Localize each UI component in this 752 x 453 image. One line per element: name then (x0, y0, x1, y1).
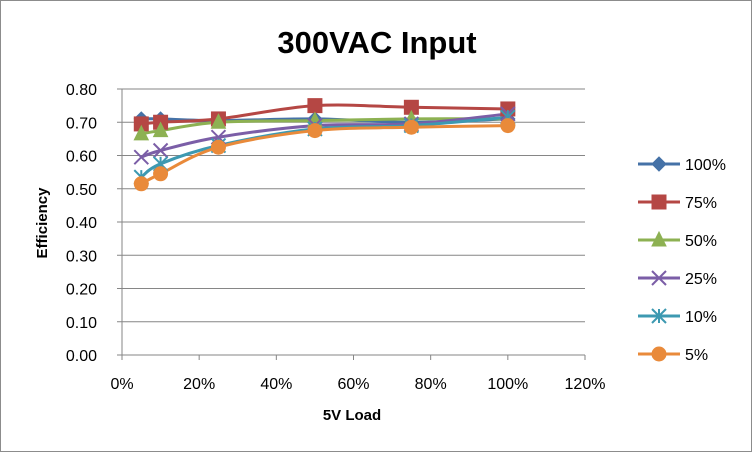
data-point-5% (307, 123, 323, 139)
x-tick-label: 40% (260, 376, 292, 393)
series-line-5% (140, 124, 508, 186)
data-point-50% (152, 121, 169, 138)
legend: 100% 75% 50% 25% 10% 5% (638, 156, 726, 364)
series-markers (133, 98, 516, 192)
legend-marker (651, 270, 667, 286)
x-tick-label: 100% (487, 376, 528, 393)
y-tick-label: 0.30 (66, 248, 97, 265)
axes (117, 88, 586, 360)
legend-marker (651, 156, 667, 172)
legend-entry: 10% (638, 308, 717, 326)
legend-entry: 75% (638, 194, 717, 212)
legend-label: 25% (685, 271, 717, 288)
legend-entry: 5% (638, 346, 708, 364)
y-tick-label: 0.70 (66, 115, 97, 132)
y-tick-label: 0.20 (66, 282, 97, 299)
data-point-50% (133, 124, 150, 141)
legend-marker (651, 230, 667, 247)
x-tick-label: 20% (183, 376, 215, 393)
y-tick-label: 0.80 (66, 82, 97, 99)
legend-label: 5% (685, 347, 708, 364)
data-point-5% (133, 176, 149, 192)
x-axis-title: 5V Load (323, 407, 381, 424)
legend-marker (651, 308, 667, 324)
legend-label: 75% (685, 195, 717, 212)
legend-entry: 50% (638, 230, 717, 250)
data-point-25%-stroke (152, 142, 169, 159)
data-point-5% (153, 166, 169, 182)
y-axis-title: Efficiency (34, 187, 51, 259)
legend-entry: 25% (638, 270, 717, 288)
y-tick-label: 0.40 (66, 215, 97, 232)
legend-marker (651, 194, 667, 210)
data-point-75% (307, 98, 323, 114)
legend-label: 100% (685, 157, 726, 174)
y-tick-labels: 0.00 0.10 0.20 0.30 0.40 0.50 0.60 0.70 0.80 (66, 82, 97, 365)
data-point-5% (403, 119, 419, 135)
x-tick-labels: 0% 20% 40% 60% 80% 100% 120% (110, 376, 605, 393)
data-point-5% (500, 118, 516, 134)
data-point-50% (210, 113, 227, 129)
legend-marker (651, 346, 667, 362)
legend-marker-stroke (651, 270, 667, 286)
x-tick-label: 80% (415, 376, 447, 393)
y-tick-label: 0.60 (66, 149, 97, 166)
y-tick-label: 0.00 (66, 348, 97, 365)
data-point-25%-stroke (133, 149, 149, 165)
legend-label: 10% (685, 309, 717, 326)
y-tick-label: 0.10 (66, 315, 97, 332)
data-point-25% (152, 142, 169, 159)
y-tick-label: 0.50 (66, 182, 97, 199)
series-lines (140, 103, 508, 186)
legend-label: 50% (685, 233, 717, 250)
x-tick-label: 60% (337, 376, 369, 393)
legend-entry: 100% (638, 156, 726, 174)
x-tick-label: 0% (110, 376, 133, 393)
x-tick-label: 120% (565, 376, 606, 393)
data-point-5% (210, 139, 226, 155)
chart-title: 300VAC Input (277, 25, 476, 60)
data-point-25% (133, 149, 149, 165)
